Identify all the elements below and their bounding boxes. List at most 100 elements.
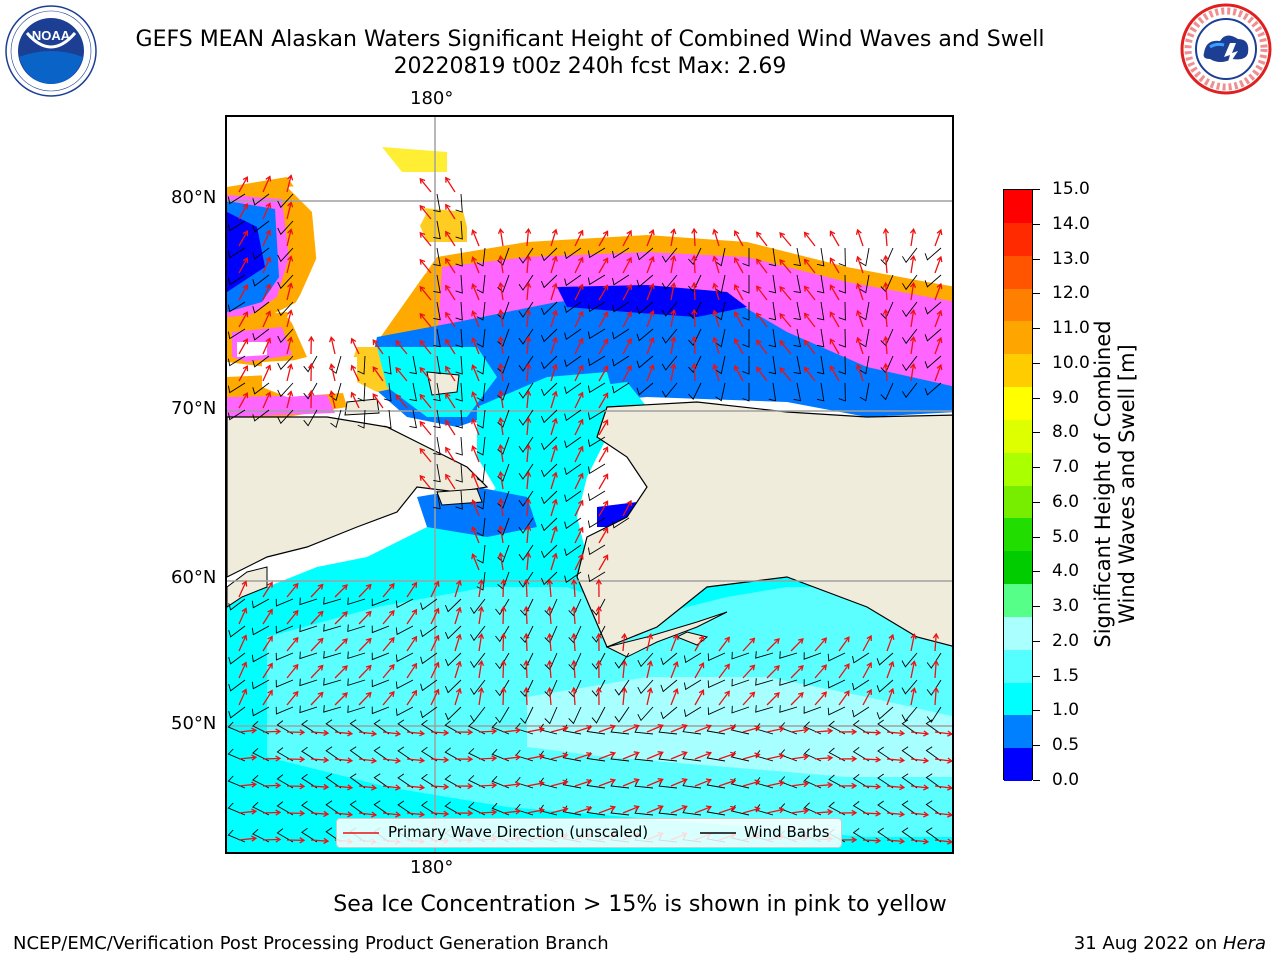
- wave-direction-arrowhead: [292, 636, 299, 643]
- wind-barb: [768, 247, 777, 267]
- wind-barb: [925, 827, 942, 843]
- wind-barb: [433, 490, 441, 510]
- wind-barb: [688, 301, 702, 319]
- wave-direction-arrow: [526, 499, 530, 517]
- wave-direction-arrowhead: [551, 444, 558, 451]
- wave-direction-arrowhead: [497, 389, 505, 397]
- wave-direction-arrow: [884, 283, 888, 301]
- wave-direction-arrowhead: [733, 256, 740, 264]
- wave-direction-arrow: [548, 580, 552, 598]
- colorbar-tick-label: 4.0: [1052, 561, 1080, 582]
- wave-direction-arrow: [262, 784, 281, 787]
- wave-direction-arrow: [934, 731, 952, 735]
- wave-direction-arrow: [358, 785, 376, 789]
- wind-barb: [397, 800, 414, 816]
- wind-barb: [803, 652, 822, 660]
- wave-direction-arrow: [910, 731, 928, 735]
- wave-direction-arrowhead: [851, 809, 858, 816]
- wave-direction-arrow: [286, 610, 299, 625]
- wind-barb: [251, 652, 270, 663]
- wave-direction-arrowhead: [712, 228, 719, 235]
- wave-direction-arrowhead: [350, 391, 357, 398]
- wave-direction-arrow: [713, 256, 720, 274]
- wave-direction-arrowhead: [577, 391, 584, 398]
- wind-barb: [587, 382, 606, 394]
- wind-barb: [564, 490, 582, 503]
- wave-direction-arrowhead: [724, 636, 730, 643]
- wave-direction-arrow: [445, 258, 456, 274]
- colorbar-segment: [1004, 616, 1032, 651]
- wave-direction-arrowhead: [265, 256, 272, 263]
- wave-direction-arrowhead: [577, 337, 584, 344]
- wave-direction-arrowhead: [602, 554, 609, 561]
- wave-direction-arrow: [862, 662, 872, 679]
- wave-direction-arrowhead: [586, 778, 593, 785]
- wind-barb: [444, 720, 462, 735]
- wind-barb: [587, 463, 606, 475]
- wave-direction-arrow: [471, 419, 480, 436]
- wind-barb: [564, 247, 582, 260]
- wave-direction-arrowhead: [875, 783, 882, 790]
- wave-direction-arrow: [526, 782, 544, 787]
- wind-barb: [433, 220, 441, 240]
- wind-barb: [277, 220, 294, 236]
- wave-direction-arrow: [286, 391, 292, 409]
- wave-direction-arrow: [622, 284, 632, 301]
- wave-direction-arrowhead: [923, 811, 930, 818]
- wave-direction-arrow: [550, 283, 557, 301]
- wave-direction-arrowhead: [497, 335, 505, 343]
- wave-direction-arrow: [550, 256, 557, 274]
- wave-direction-arrow: [238, 837, 256, 841]
- wind-barb: [901, 679, 918, 695]
- colorbar-tick-label: 7.0: [1052, 457, 1080, 478]
- wind-barb: [876, 652, 894, 666]
- wave-direction-arrow: [238, 392, 248, 409]
- wave-direction-arrowhead: [287, 201, 294, 208]
- wave-direction-arrowhead: [947, 838, 952, 845]
- wind-barb: [540, 355, 558, 370]
- wind-barb: [497, 301, 510, 320]
- wave-direction-arrowhead: [299, 783, 306, 790]
- wave-direction-arrowhead: [524, 389, 532, 396]
- wave-direction-arrow: [419, 205, 432, 220]
- wave-direction-arrowhead: [317, 664, 324, 671]
- wave-direction-arrow: [550, 310, 557, 328]
- wave-direction-arrow: [499, 472, 504, 490]
- wind-barb: [251, 625, 270, 636]
- wave-direction-arrowhead: [827, 808, 834, 816]
- wave-direction-arrowhead: [546, 632, 554, 639]
- wave-direction-arrowhead: [633, 778, 640, 784]
- wind-barb: [325, 719, 342, 735]
- wind-barb: [301, 827, 318, 843]
- wave-direction-arrow: [598, 338, 609, 355]
- wave-direction-arrow: [430, 635, 439, 652]
- wave-direction-arrowhead: [477, 686, 485, 694]
- colorbar-segment: [1004, 255, 1032, 289]
- wave-direction-arrow: [526, 553, 530, 571]
- wave-direction-arrowhead: [411, 635, 418, 642]
- wave-direction-arrowhead: [497, 281, 505, 289]
- wave-direction-arrowhead: [570, 632, 578, 639]
- wave-direction-arrowhead: [577, 283, 584, 290]
- wave-direction-arrowhead: [395, 757, 402, 764]
- wave-direction-arrowhead: [445, 338, 451, 345]
- wave-direction-arrow: [694, 779, 712, 787]
- wind-barb: [564, 301, 582, 314]
- wave-direction-arrow: [430, 785, 449, 788]
- wave-direction-arrow: [419, 232, 432, 247]
- wind-barb: [252, 301, 270, 314]
- lon-label-bottom: 180°: [410, 857, 454, 878]
- wave-direction-arrow: [419, 475, 432, 490]
- wave-direction-arrow: [910, 310, 915, 328]
- wave-direction-arrow: [670, 229, 675, 247]
- wave-direction-arrow: [862, 839, 881, 842]
- wave-direction-arrowhead: [433, 661, 440, 668]
- wind-barb: [587, 517, 606, 529]
- wave-direction-arrow: [502, 729, 520, 733]
- wind-barb: [420, 706, 438, 719]
- wind-barb: [409, 382, 417, 402]
- colorbar-segment: [1004, 649, 1032, 683]
- wave-direction-arrowhead: [287, 228, 294, 235]
- wind-barb: [901, 827, 918, 843]
- wave-direction-arrow: [886, 688, 894, 706]
